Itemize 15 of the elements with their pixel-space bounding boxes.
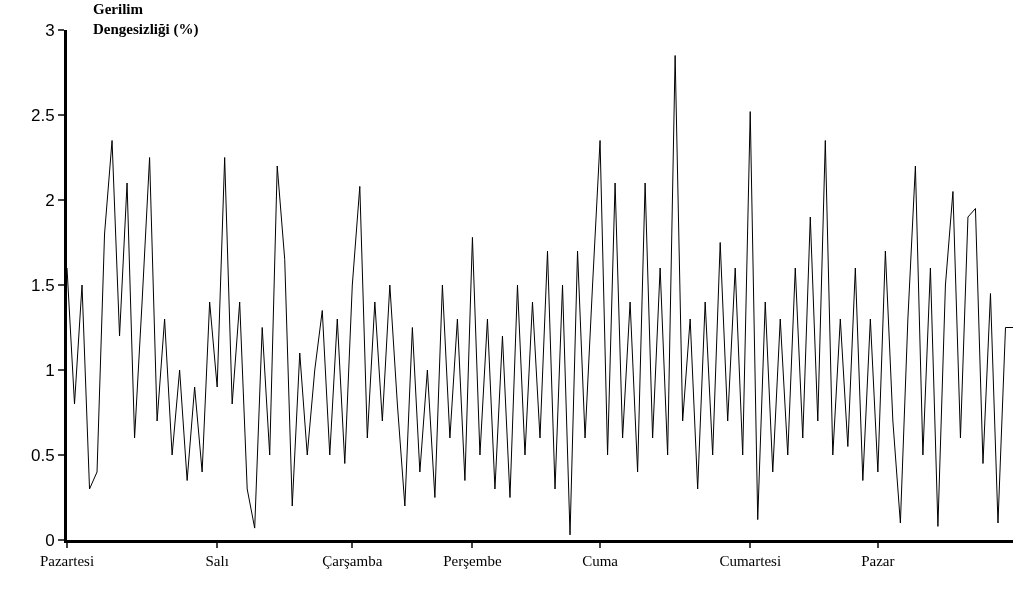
y-axis-title: Gerilim Dengesizliği (%)	[93, 1, 199, 38]
x-tick-label: Cuma	[582, 553, 619, 569]
y-tick-label: 3	[45, 20, 55, 40]
y-tick-label: 1	[45, 360, 55, 380]
x-tick-label: Salı	[205, 553, 229, 569]
x-tick-label: Çarşamba	[322, 553, 383, 569]
y-tick-label: 2	[45, 190, 55, 210]
x-tick-label: Pazartesi	[39, 553, 95, 569]
y-tick-label: 1.5	[30, 275, 55, 295]
y-tick-label: 2.5	[30, 105, 55, 125]
x-tick-label: Cumartesi	[719, 553, 782, 569]
y-tick-label: 0.5	[30, 445, 55, 465]
y-tick-label: 0	[45, 530, 55, 550]
x-tick-label: Pazar	[861, 553, 895, 569]
x-tick-label: Perşembe	[443, 553, 502, 569]
